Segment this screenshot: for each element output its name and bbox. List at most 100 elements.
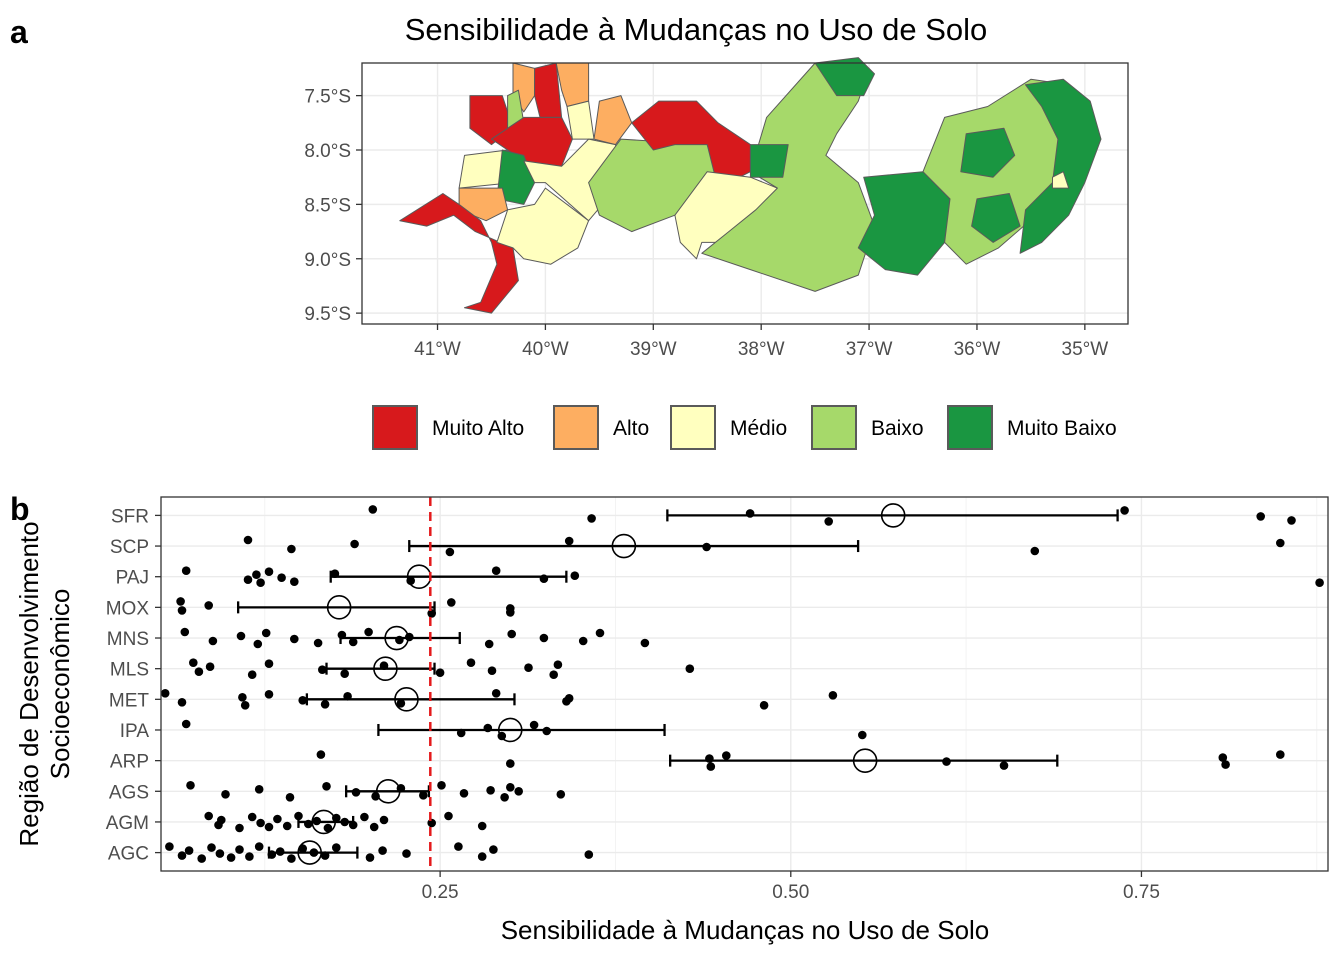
municipality-muito-alto: [399, 193, 519, 314]
scatter-y-tick-label: IPA: [120, 721, 150, 742]
scatter-y-tick-label: AGM: [106, 813, 149, 834]
scatter-x-tick-label: 0.25: [422, 882, 459, 903]
data-point-agm: [273, 814, 282, 824]
data-point-mox: [177, 606, 187, 615]
data-point-mns: [484, 639, 494, 649]
mean-marker-scp: [611, 533, 637, 559]
scatter-y-tick-label: ARP: [110, 752, 149, 773]
data-point-paj: [570, 571, 580, 580]
data-point-agc: [489, 845, 498, 854]
data-point-met: [238, 693, 247, 702]
legend-label: Muito Baixo: [1007, 417, 1117, 440]
data-point-agc: [215, 849, 225, 858]
mean-marker-mls: [373, 656, 398, 681]
legend-key-3: [811, 405, 857, 450]
data-point-sfr: [368, 505, 378, 514]
data-point-agc: [332, 843, 341, 852]
data-point-arp: [316, 750, 326, 759]
mean-marker-ipa: [497, 717, 523, 743]
municipality-muito-baixo: [857, 171, 951, 276]
data-point-agc: [454, 842, 463, 851]
legend-label: Alto: [613, 417, 649, 440]
map-x-tick-label: 36°W: [954, 339, 1001, 360]
scatter-x-tick-label: 0.75: [1123, 882, 1160, 903]
data-point-ags: [419, 791, 428, 800]
data-point-paj: [1315, 578, 1324, 587]
legend-label: Baixo: [871, 417, 924, 440]
map-x-tick-label: 39°W: [630, 339, 677, 360]
data-point-mns: [348, 637, 358, 647]
data-point-met: [396, 699, 406, 708]
data-point-met: [491, 689, 501, 698]
data-point-mls: [194, 667, 204, 676]
data-point-paj: [491, 566, 501, 575]
scatter-y-axis: AGC AGM AGS ARP IPA MET MLS MNS MOX PAJ SCP SFR: [106, 506, 161, 865]
scatter-points: [160, 505, 1324, 863]
scatter-x-tick-label: 0.50: [772, 882, 809, 903]
data-point-mls: [318, 665, 327, 674]
scatter-y-tick-label: MNS: [107, 629, 149, 650]
data-point-scp: [1030, 546, 1040, 556]
data-point-mns: [539, 633, 549, 643]
data-point-agm: [235, 823, 244, 833]
data-point-ags: [556, 790, 566, 799]
data-point-agc: [287, 854, 296, 863]
data-point-sfr: [1256, 512, 1265, 521]
data-point-arp: [722, 751, 731, 760]
data-point-agm: [477, 821, 487, 831]
data-point-mls: [524, 663, 533, 672]
data-point-mns: [236, 631, 246, 641]
data-point-mls: [549, 670, 558, 679]
data-point-met: [759, 701, 769, 710]
data-point-ipa: [858, 730, 867, 740]
data-point-ags: [486, 786, 495, 795]
data-point-arp: [999, 761, 1009, 770]
data-point-paj: [264, 567, 274, 576]
data-point-agm: [379, 815, 389, 825]
data-point-arp: [506, 759, 515, 768]
mean-marker-agc: [297, 840, 322, 865]
data-point-mns: [180, 627, 190, 637]
data-point-met: [564, 694, 574, 703]
legend-key-2: [670, 405, 716, 450]
data-point-paj: [181, 566, 191, 575]
data-point-paj: [252, 570, 261, 579]
map-x-tick-label: 38°W: [738, 339, 785, 360]
mean-marker-mox: [326, 595, 352, 620]
data-point-mls: [553, 660, 563, 669]
data-point-paj: [277, 573, 286, 582]
data-point-mns: [364, 627, 373, 637]
scatter-y-tick-label: AGC: [108, 844, 149, 865]
scatter-y-tick-label: AGS: [109, 782, 149, 803]
data-point-agc: [402, 849, 411, 858]
map-y-tick-label: 7.5°S: [304, 87, 351, 108]
mean-marker-met: [394, 687, 419, 712]
data-point-ags: [186, 781, 195, 790]
municipality-muito-baixo: [971, 193, 1021, 243]
data-point-mls: [435, 668, 445, 677]
map-panel-border: [361, 62, 1129, 325]
data-point-agc: [197, 854, 206, 863]
map-y-tick-label: 8.0°S: [304, 141, 351, 162]
map-panel: Sensibilidade à Mudanças no Uso de Solo …: [304, 12, 1129, 360]
data-point-scp: [350, 539, 359, 549]
data-point-agc: [477, 852, 487, 861]
data-point-sfr: [1120, 506, 1129, 515]
data-point-arp: [1218, 753, 1228, 762]
municipality-alto: [555, 62, 590, 107]
data-point-mns: [578, 636, 588, 646]
data-point-ags: [437, 781, 446, 790]
data-point-agc: [184, 846, 194, 855]
data-point-met: [240, 701, 250, 710]
mean-marker-agm: [311, 809, 337, 835]
map-y-tick-label: 9.5°S: [304, 304, 351, 325]
municipality-muito-baixo: [960, 127, 1016, 178]
data-point-agc: [365, 853, 375, 862]
scatter-y-tick-label: SCP: [110, 537, 149, 558]
data-point-ags: [459, 789, 469, 798]
data-point-mls: [205, 662, 215, 671]
legend-label: Médio: [730, 417, 787, 440]
data-point-agm: [427, 818, 437, 828]
data-point-agc: [177, 851, 187, 860]
municipality-medio: [496, 187, 590, 265]
